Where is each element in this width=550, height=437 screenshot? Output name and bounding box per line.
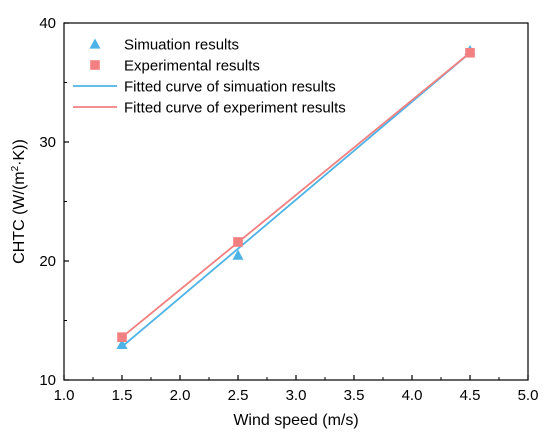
x-tick-label: 1.0 bbox=[54, 387, 75, 404]
series-layer bbox=[116, 44, 476, 349]
legend-label: Fitted curve of simuation results bbox=[124, 79, 336, 96]
legend-label: Simuation results bbox=[124, 37, 239, 54]
legend-label: Experimental results bbox=[124, 58, 260, 75]
fitted-line bbox=[121, 52, 471, 338]
y-tick-label: 10 bbox=[39, 372, 56, 389]
x-axis-ticks: 1.0 1.5 2.0 2.5 3.0 3.5 4.0 4.5 5.0 bbox=[54, 375, 539, 404]
x-tick-label: 3.5 bbox=[344, 387, 365, 404]
legend-triangle-marker bbox=[89, 38, 101, 49]
legend-square-marker bbox=[90, 60, 100, 70]
y-tick-label: 40 bbox=[39, 15, 56, 32]
experimental-point bbox=[117, 332, 127, 342]
simulation-point bbox=[232, 249, 244, 260]
experimental-point bbox=[465, 47, 475, 58]
x-tick-label: 5.0 bbox=[518, 387, 539, 404]
x-tick-label: 2.5 bbox=[228, 387, 249, 404]
y-axis-ticks: 10 20 30 40 bbox=[39, 15, 69, 389]
y-axis-title: CHTC (W/(m2·K)) bbox=[10, 139, 28, 264]
x-tick-label: 1.5 bbox=[112, 387, 133, 404]
plot-frame bbox=[63, 22, 529, 381]
y-tick-label: 20 bbox=[39, 253, 56, 270]
x-tick-label: 4.5 bbox=[460, 387, 481, 404]
x-tick-label: 4.0 bbox=[402, 387, 423, 404]
fitted-line bbox=[121, 52, 471, 348]
y-tick-label: 30 bbox=[39, 134, 56, 151]
y-axis-title-superscript: 2 bbox=[10, 165, 21, 171]
y-axis-title-tail: ·K)) bbox=[11, 139, 28, 166]
x-axis-title: Wind speed (m/s) bbox=[233, 412, 358, 429]
x-tick-label: 2.0 bbox=[170, 387, 191, 404]
x-tick-label: 3.0 bbox=[286, 387, 307, 404]
experimental-point bbox=[233, 237, 243, 247]
simulation-point bbox=[116, 338, 128, 349]
legend-label: Fitted curve of experiment results bbox=[124, 100, 346, 117]
y-axis-title-main: CHTC (W/(m bbox=[11, 171, 28, 263]
legend: Simuation results Experimental results Fit… bbox=[73, 37, 346, 117]
